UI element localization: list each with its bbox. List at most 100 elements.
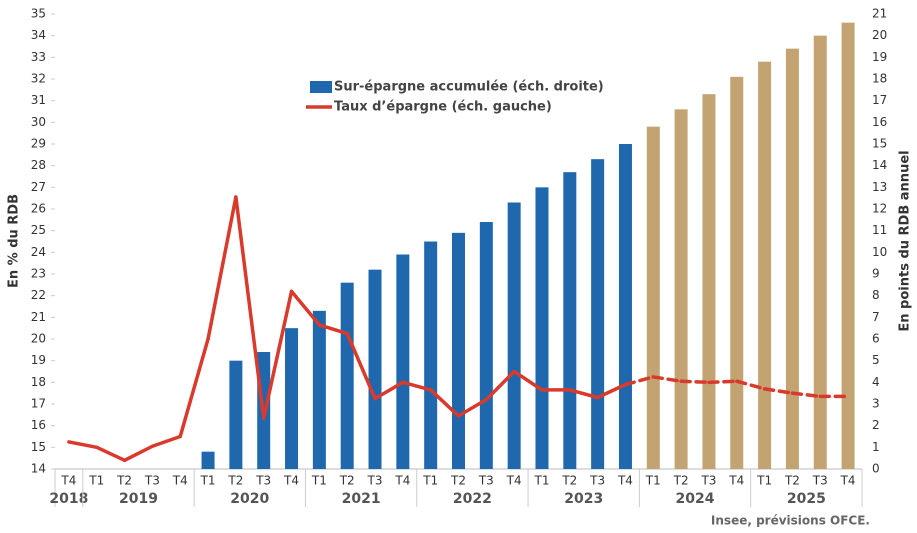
legend-swatch — [310, 81, 332, 93]
y2-tick-label: 13 — [872, 180, 887, 194]
bar — [702, 94, 716, 470]
line-segment — [261, 289, 294, 420]
y-tick-label: 16 — [31, 418, 46, 432]
y2-tick-label: 3 — [872, 397, 880, 411]
x-tick-label: T2 — [227, 474, 243, 488]
bar — [563, 172, 577, 469]
x-tick-label: T3 — [144, 474, 160, 488]
y2-tick-label: 6 — [872, 332, 880, 346]
x-tick-label: T1 — [422, 474, 438, 488]
bar — [424, 241, 438, 469]
bar — [507, 202, 521, 469]
line-segment — [512, 369, 544, 392]
x-tick-label: T4 — [172, 474, 188, 488]
line-segment — [651, 375, 683, 383]
bar — [340, 282, 354, 469]
y2-tick-label: 21 — [872, 7, 887, 21]
bar — [646, 126, 660, 470]
y-tick-label: 23 — [31, 267, 46, 281]
x-group-label: 2024 — [676, 491, 715, 507]
x-tick-label: T1 — [645, 474, 661, 488]
bar — [674, 109, 688, 469]
x-tick-label: T4 — [394, 474, 410, 488]
bar — [813, 35, 827, 470]
bar — [591, 159, 605, 469]
line-segment — [428, 388, 461, 418]
y-tick-label: 28 — [31, 158, 46, 172]
legend-label: Sur-épargne accumulée (éch. droite) — [334, 80, 604, 95]
bar — [452, 232, 465, 469]
bar — [396, 254, 410, 469]
line-segment — [401, 380, 433, 392]
line-segment — [317, 323, 349, 336]
y-tick-label: 17 — [31, 397, 46, 411]
y2-tick-label: 12 — [872, 202, 887, 216]
bar — [229, 360, 243, 469]
bar — [201, 451, 215, 469]
y-tick-label: 27 — [31, 180, 46, 194]
x-tick-label: T2 — [339, 474, 355, 488]
legend-label: Taux d’épargne (éch. gauche) — [334, 100, 552, 115]
x-group-label: 2018 — [49, 491, 88, 507]
x-tick-label: T4 — [840, 474, 856, 488]
y-tick-label: 30 — [31, 115, 46, 129]
y2-tick-label: 5 — [872, 353, 880, 367]
y-tick-label: 35 — [31, 7, 46, 21]
y2-tick-label: 18 — [872, 72, 887, 86]
x-tick-label: T3 — [589, 474, 605, 488]
bar — [758, 61, 772, 470]
y-tick-label: 18 — [31, 375, 46, 389]
bar — [730, 76, 744, 469]
line-segment — [735, 379, 767, 391]
line-segment — [234, 195, 266, 420]
line-segment — [707, 379, 739, 385]
line-segment — [595, 382, 628, 400]
y2-tick-label: 17 — [872, 93, 887, 107]
y2-tick-label: 20 — [872, 28, 887, 42]
line-segment — [206, 195, 238, 341]
y2-tick-label: 14 — [872, 158, 887, 172]
x-tick-label: T4 — [283, 474, 299, 488]
x-tick-label: T4 — [617, 474, 633, 488]
x-group-label: 2023 — [564, 491, 603, 507]
source: Insee, prévisions OFCE. — [711, 514, 870, 528]
y-tick-label: 25 — [31, 223, 46, 237]
line-segment — [568, 388, 600, 400]
y2-tick-label: 2 — [872, 418, 880, 432]
y2-tick-label: 0 — [872, 462, 880, 476]
y-tick-label: 24 — [31, 245, 46, 259]
x-tick-label: T4 — [728, 474, 744, 488]
y-tick-label: 32 — [31, 72, 46, 86]
y-tick-label: 20 — [31, 332, 46, 346]
y-tick-label: 34 — [31, 28, 46, 42]
line-segment — [289, 289, 322, 327]
x-tick-label: T1 — [311, 474, 327, 488]
y2-tick-label: 19 — [872, 50, 887, 64]
x-tick-label: T1 — [200, 474, 216, 488]
line-segment — [679, 379, 711, 385]
line-segment — [150, 434, 182, 448]
x-tick-label: T2 — [450, 474, 466, 488]
y-tick-label: 15 — [31, 440, 46, 454]
y2-axis-title: En points du RDB annuel — [898, 150, 913, 331]
x-tick-label: T1 — [88, 474, 104, 488]
y-tick-label: 29 — [31, 137, 46, 151]
x-tick-label: T2 — [116, 474, 132, 488]
line-segment — [94, 445, 127, 463]
bar — [479, 222, 493, 469]
x-tick-label: T3 — [700, 474, 716, 488]
bar — [785, 48, 799, 470]
bar — [285, 328, 299, 469]
x-tick-label: T4 — [60, 474, 76, 488]
x-tick-label: T1 — [756, 474, 772, 488]
line-segment — [456, 397, 489, 418]
x-group-label: 2019 — [119, 491, 158, 507]
y-tick-label: 26 — [31, 202, 46, 216]
y2-tick-label: 8 — [872, 288, 880, 302]
y2-tick-label: 11 — [872, 223, 887, 237]
bar — [368, 269, 382, 469]
x-tick-label: T2 — [561, 474, 577, 488]
bar — [312, 310, 326, 469]
y-tick-label: 31 — [31, 93, 46, 107]
y-tick-label: 33 — [31, 50, 46, 64]
